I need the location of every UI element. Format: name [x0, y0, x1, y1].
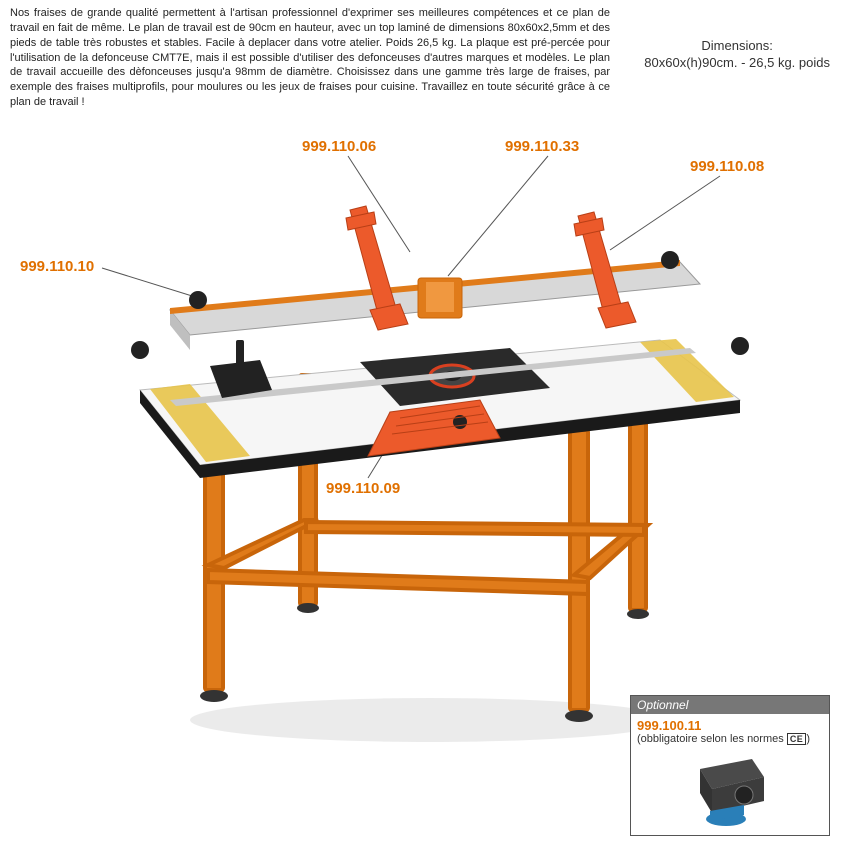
optional-header: Optionnel [631, 696, 829, 714]
ce-mark-icon: CE [787, 733, 807, 745]
callout-06: 999.110.06 [302, 138, 376, 155]
optional-note-prefix: (obbligatoire selon les normes [637, 733, 784, 745]
dimensions-title: Dimensions: [644, 38, 830, 55]
product-description: Nos fraises de grande qualité permettent… [10, 6, 610, 110]
switch-illustration [680, 749, 780, 829]
optional-code: 999.100.11 [637, 718, 823, 733]
callout-08: 999.110.08 [690, 158, 764, 175]
optional-note: (obbligatoire selon les normes CE) [637, 733, 823, 745]
router-table-illustration [100, 190, 760, 750]
dimensions-value: 80x60x(h)90cm. - 26,5 kg. poids [644, 55, 830, 72]
callout-33: 999.110.33 [505, 138, 579, 155]
callout-10: 999.110.10 [20, 258, 94, 275]
optional-note-suffix: ) [806, 733, 810, 745]
dimensions-block: Dimensions: 80x60x(h)90cm. - 26,5 kg. po… [644, 38, 830, 72]
optional-box: Optionnel 999.100.11 (obbligatoire selon… [630, 695, 830, 836]
